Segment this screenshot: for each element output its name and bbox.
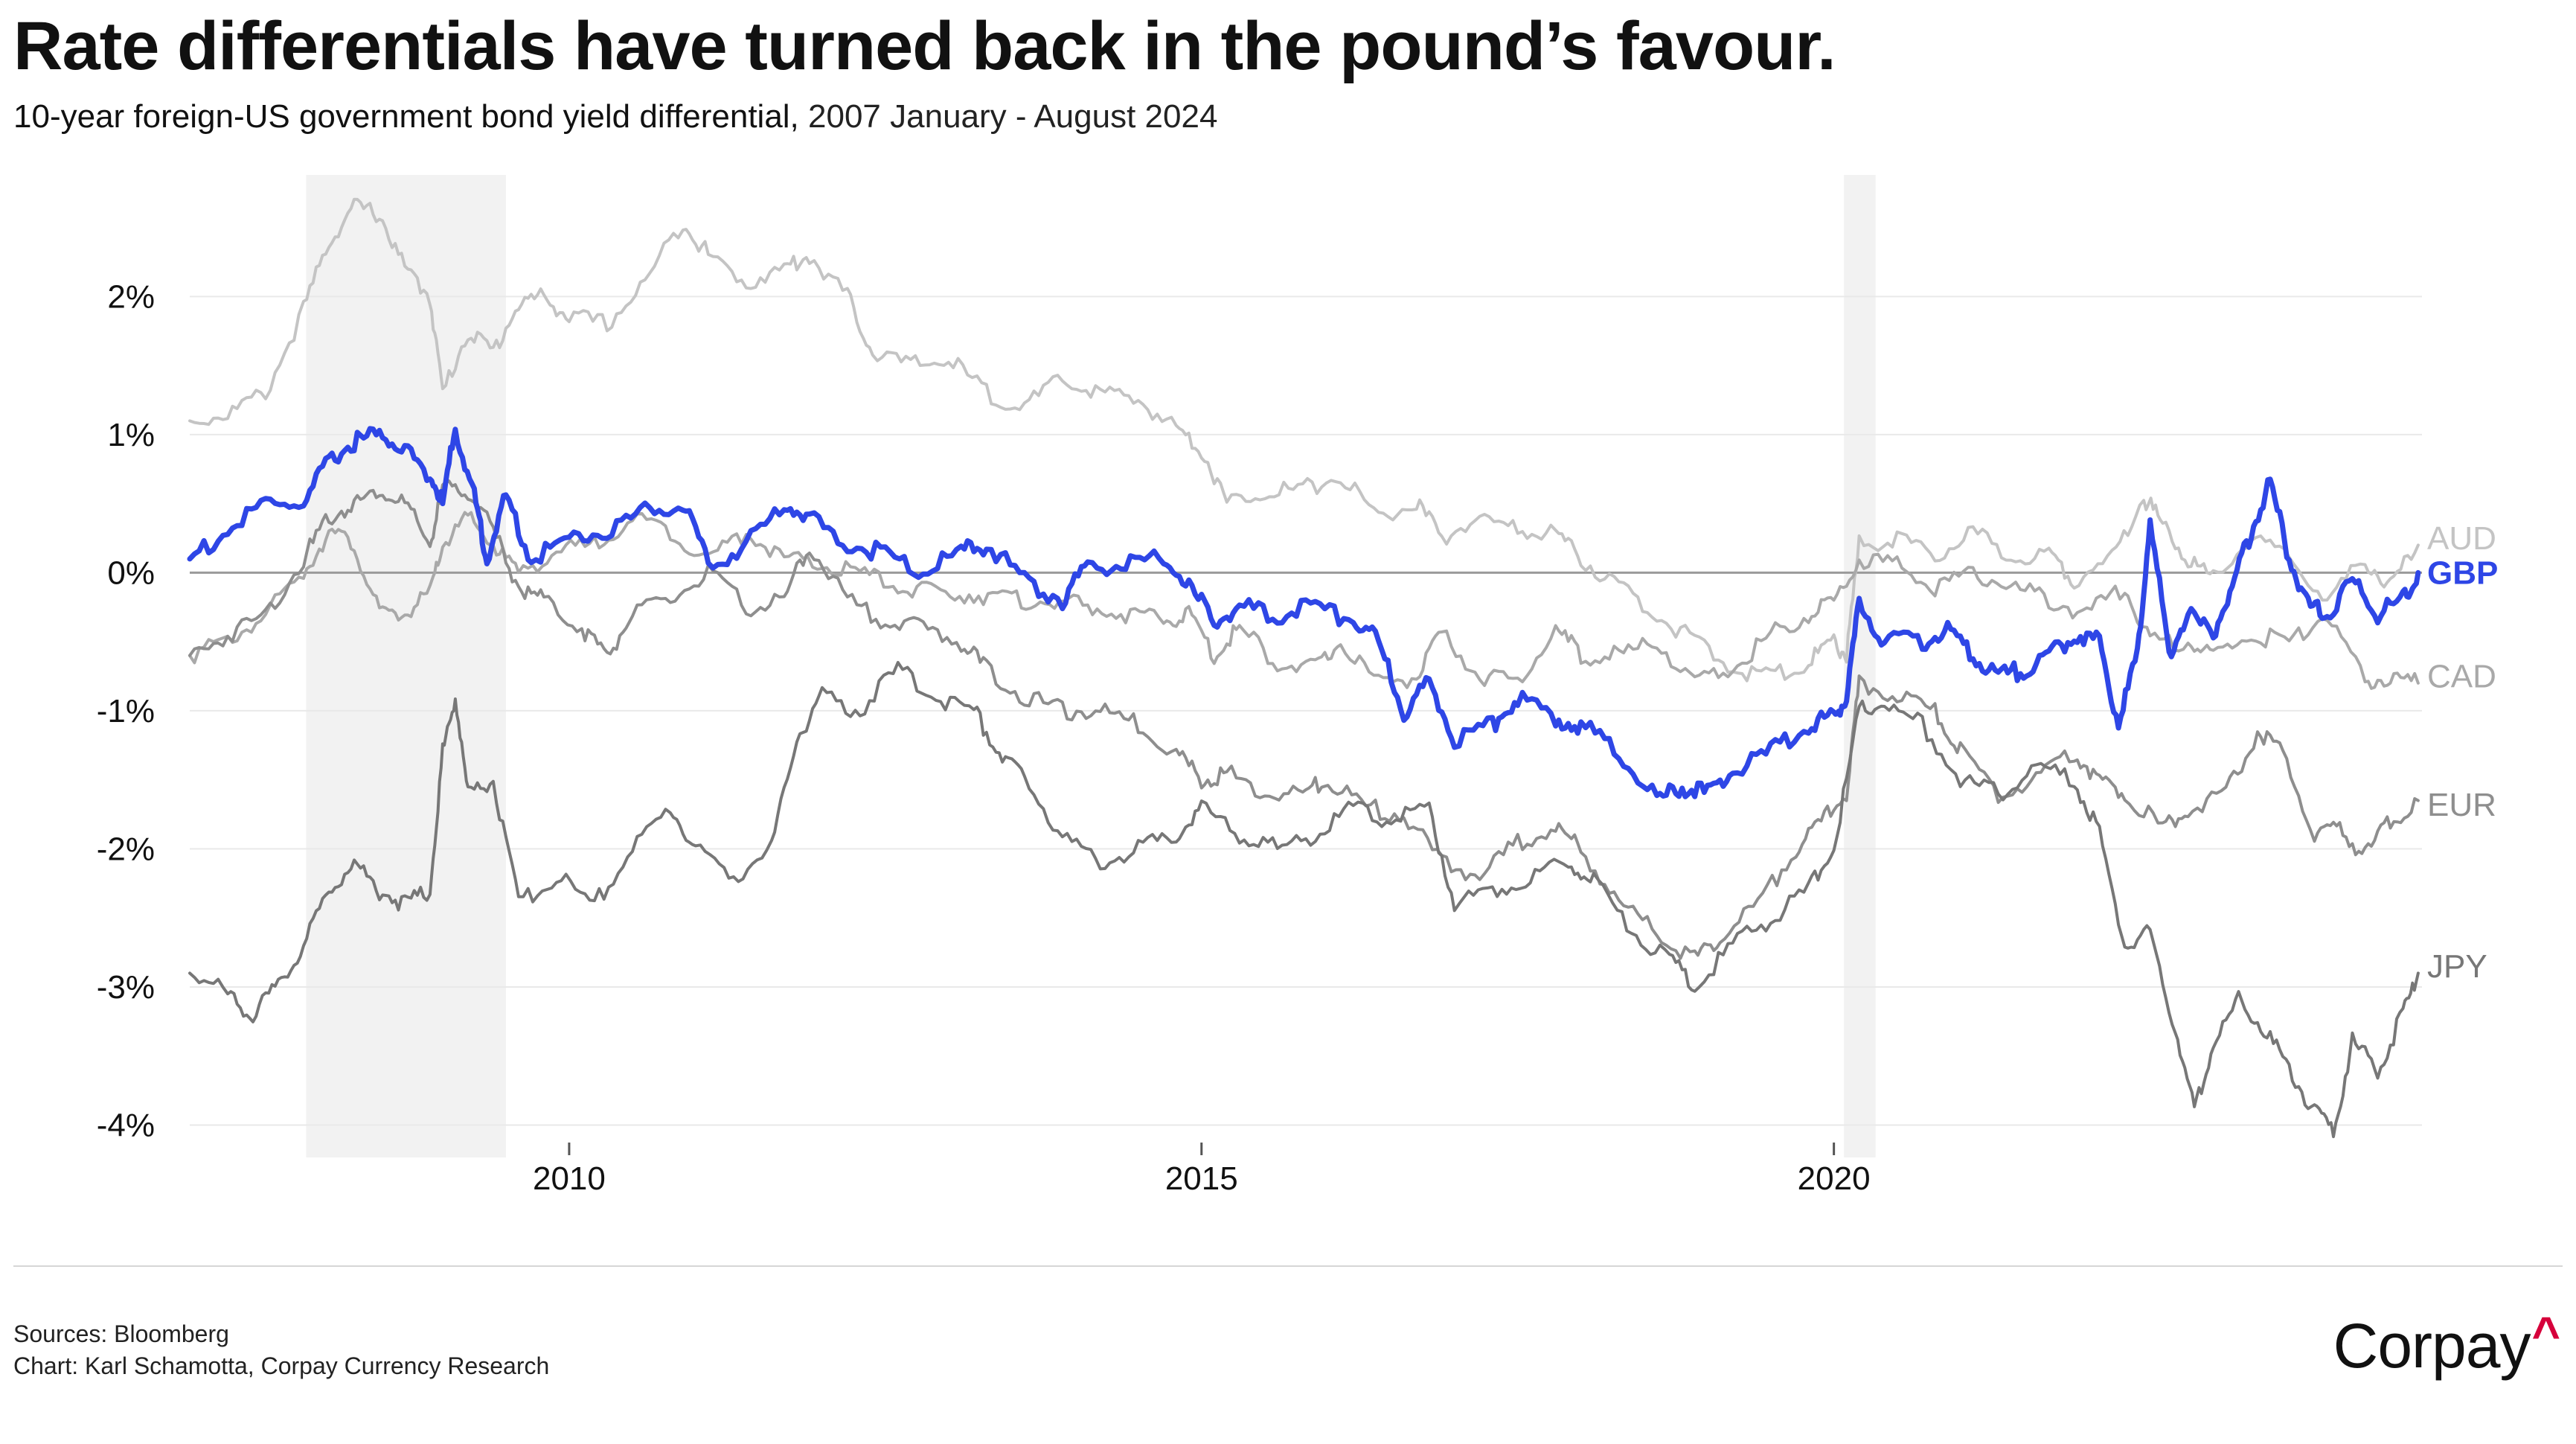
x-tick-label: 2015 (1165, 1160, 1238, 1197)
series-line-gbp (187, 426, 2421, 799)
series-label-cad: CAD (2427, 659, 2496, 695)
series-line-jpy (188, 661, 2420, 1139)
y-tick-label: 1% (107, 417, 155, 453)
y-axis-ticks: 2% 1% 0% -1% -2% -3% -4% (97, 278, 155, 1143)
series-line-aud (188, 197, 2420, 683)
series-line-eur (188, 479, 2420, 960)
series-label-gbp: GBP (2427, 555, 2498, 591)
x-tick-label: 2010 (533, 1160, 606, 1197)
series-label-aud: AUD (2427, 520, 2496, 557)
x-axis-ticks: 2010 2015 2020 (533, 1143, 1871, 1197)
corpay-logo[interactable]: Corpay^ (2333, 1306, 2560, 1382)
subtitle-date-range: 2007 January - August 2024 (798, 98, 1218, 135)
recession-bands (306, 175, 1876, 1157)
y-tick-label: -3% (97, 969, 155, 1006)
gridlines (190, 295, 2422, 1126)
y-tick-label: -2% (97, 831, 155, 867)
series-lines (187, 197, 2421, 1139)
chart-title: Rate differentials have turned back in t… (13, 8, 1836, 84)
x-tick-label: 2020 (1798, 1160, 1871, 1197)
logo-text: Corpay (2333, 1311, 2531, 1381)
subtitle-main: 10-year foreign-US government bond yield… (13, 98, 799, 135)
recession-band-0 (306, 175, 506, 1157)
series-label-jpy: JPY (2427, 948, 2487, 985)
series-label-eur: EUR (2427, 787, 2496, 823)
chart-credit: Chart: Karl Schamotta, Corpay Currency R… (13, 1352, 550, 1379)
y-tick-label: -1% (97, 693, 155, 729)
chart-subtitle: 10-year foreign-US government bond yield… (13, 98, 1217, 135)
y-tick-label: 2% (107, 278, 155, 315)
footer-divider (13, 1265, 2563, 1267)
y-tick-label: -4% (97, 1107, 155, 1143)
y-tick-label: 0% (107, 555, 155, 591)
logo-accent: ^ (2531, 1306, 2560, 1361)
source-note: Sources: Bloomberg (13, 1320, 229, 1347)
